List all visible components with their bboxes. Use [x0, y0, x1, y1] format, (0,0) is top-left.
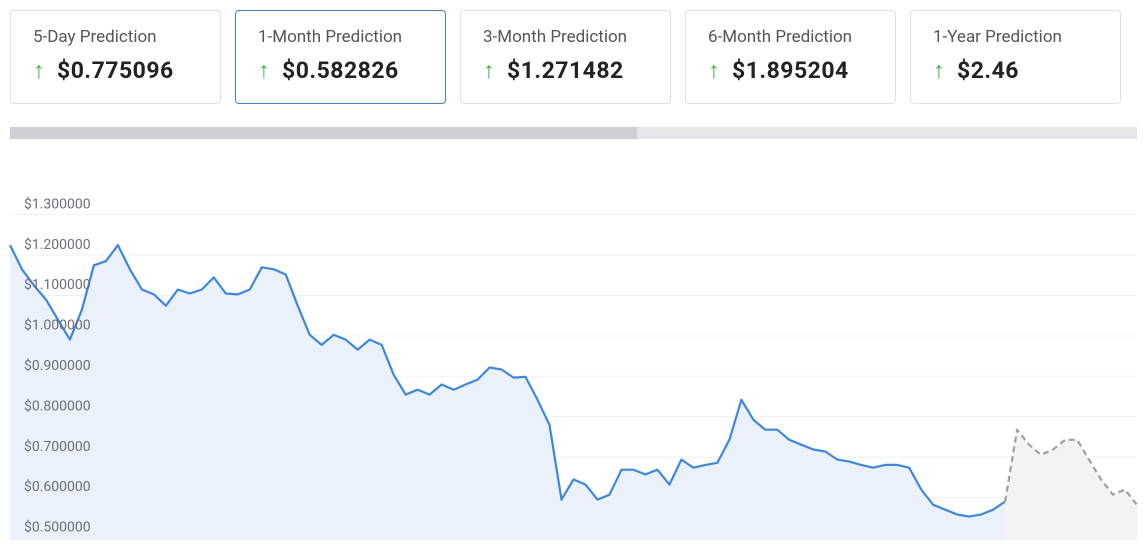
range-bar [10, 127, 1137, 139]
up-arrow: ↑ [33, 57, 45, 84]
prediction-card[interactable]: 5-Day Prediction ↑ $0.775096 [10, 10, 221, 104]
up-arrow: ↑ [933, 57, 945, 84]
y-tick-label: $0.700000 [24, 438, 91, 455]
prediction-card[interactable]: 1-Month Prediction ↑ $0.582826 [235, 10, 446, 104]
card-row: 5-Day Prediction ↑ $0.775096 1-Month Predi… [10, 10, 1121, 104]
card-label: 1-Year Prediction [933, 27, 1062, 47]
line [9, 244, 1006, 518]
card-value-row: ↑ $0.775096 [33, 57, 220, 84]
range-bar-fill [10, 127, 637, 139]
card-value-row: ↑ $1.895204 [708, 57, 895, 84]
card-label: 5-Day Prediction [33, 27, 157, 47]
line [1004, 428, 1138, 506]
y-tick-label: $0.800000 [24, 397, 91, 414]
y-tick-label: $1.000000 [24, 317, 91, 334]
up-arrow: ↑ [258, 57, 270, 84]
y-tick-label: $1.300000 [24, 195, 91, 212]
prediction-card[interactable]: 3-Month Prediction ↑ $1.271482 [460, 10, 671, 104]
card-value-row: ↑ $1.271482 [483, 57, 670, 84]
card-value-row: ↑ $2.46 [933, 57, 1120, 84]
card-label: 1-Month Prediction [258, 27, 403, 47]
prediction-card[interactable]: 1-Year Prediction ↑ $2.46 [910, 10, 1121, 104]
area [10, 245, 1006, 540]
card-label: 6-Month Prediction [708, 27, 853, 47]
card-label: 3-Month Prediction [483, 27, 628, 47]
y-tick-label: $0.600000 [24, 478, 91, 495]
y-tick-label: $1.200000 [24, 236, 91, 253]
y-tick-label: $0.900000 [24, 357, 91, 374]
up-arrow: ↑ [483, 57, 495, 84]
card-value: $1.271482 [507, 57, 624, 84]
card-value-row: ↑ $0.582826 [258, 57, 445, 84]
card-value: $0.775096 [57, 57, 174, 84]
area [1005, 429, 1137, 540]
card-value: $2.46 [957, 57, 1019, 84]
card-value: $1.895204 [732, 57, 849, 84]
card-value: $0.582826 [282, 57, 399, 84]
prediction-card[interactable]: 6-Month Prediction ↑ $1.895204 [685, 10, 896, 104]
y-tick-label: $1.100000 [24, 276, 91, 293]
y-tick-label: $0.500000 [24, 519, 91, 536]
up-arrow: ↑ [708, 57, 720, 84]
